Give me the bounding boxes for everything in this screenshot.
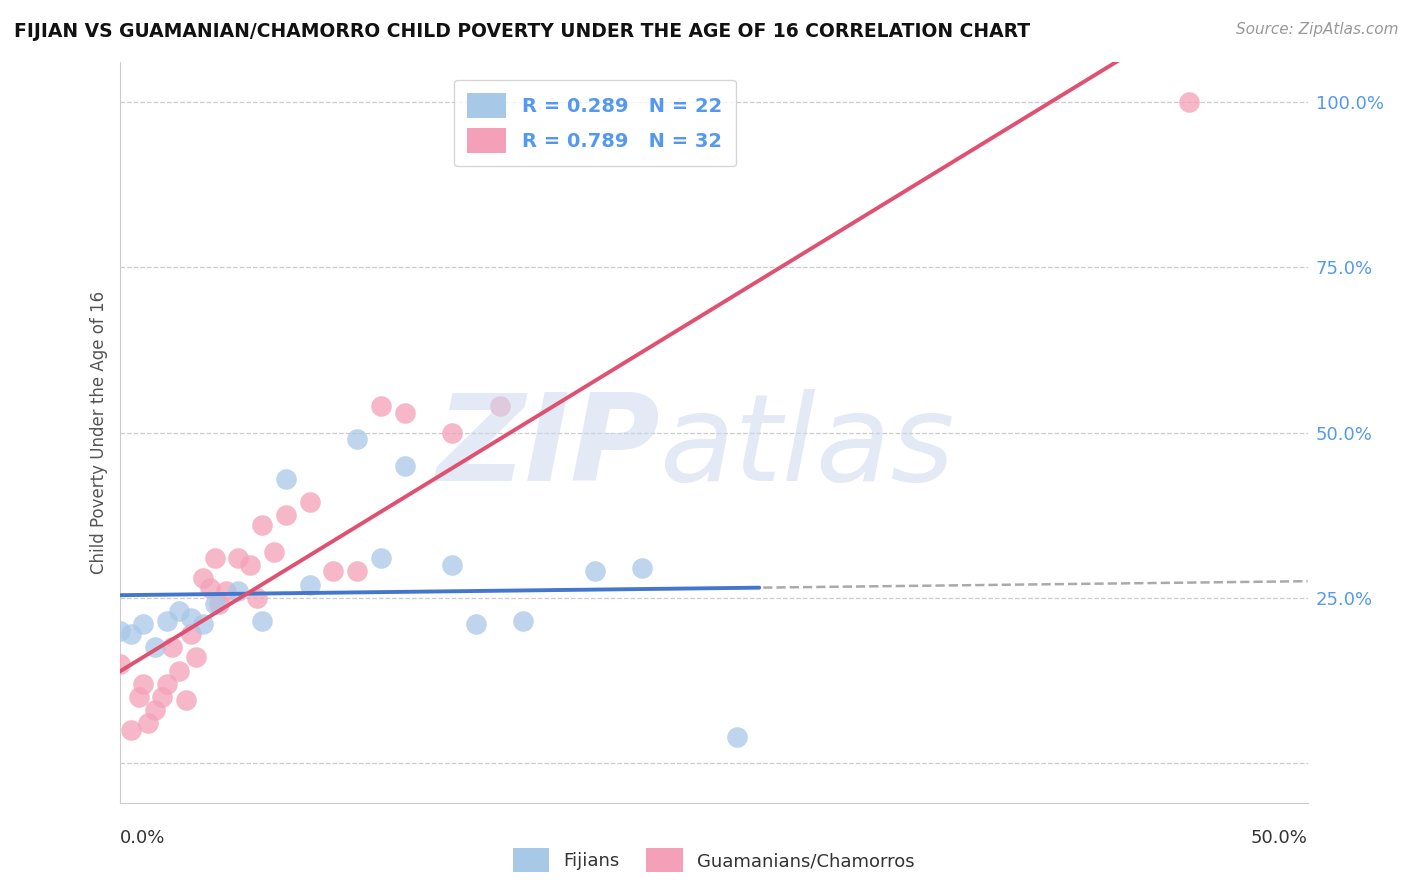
Point — [346, 565, 368, 579]
Point — [191, 617, 214, 632]
Point — [156, 677, 179, 691]
Point — [228, 551, 250, 566]
Point — [136, 716, 159, 731]
Point — [184, 650, 207, 665]
Point — [108, 624, 131, 638]
Point — [441, 558, 464, 572]
Point — [191, 571, 214, 585]
Point — [274, 508, 297, 523]
Text: 50.0%: 50.0% — [1251, 829, 1308, 847]
Text: Source: ZipAtlas.com: Source: ZipAtlas.com — [1236, 22, 1399, 37]
Point — [488, 399, 510, 413]
Point — [441, 425, 464, 440]
Point — [322, 565, 344, 579]
Point — [120, 627, 142, 641]
Point — [180, 611, 202, 625]
Point — [370, 551, 392, 566]
Point — [167, 664, 190, 678]
Text: 0.0%: 0.0% — [120, 829, 165, 847]
Point — [174, 693, 197, 707]
Point — [132, 677, 155, 691]
Point — [239, 558, 262, 572]
Point — [250, 614, 273, 628]
Text: FIJIAN VS GUAMANIAN/CHAMORRO CHILD POVERTY UNDER THE AGE OF 16 CORRELATION CHART: FIJIAN VS GUAMANIAN/CHAMORRO CHILD POVER… — [14, 22, 1031, 41]
Point — [274, 472, 297, 486]
Point — [198, 581, 221, 595]
Text: ZIP: ZIP — [436, 389, 659, 506]
Point — [346, 432, 368, 446]
Point — [120, 723, 142, 737]
Point — [512, 614, 534, 628]
Legend: Fijians, Guamanians/Chamorros: Fijians, Guamanians/Chamorros — [505, 841, 922, 879]
Point — [298, 577, 321, 591]
Point — [263, 544, 285, 558]
Point — [394, 406, 416, 420]
Text: atlas: atlas — [659, 389, 956, 506]
Point — [250, 518, 273, 533]
Point — [1178, 95, 1201, 109]
Point — [246, 591, 269, 605]
Point — [208, 598, 231, 612]
Point — [108, 657, 131, 671]
Point — [150, 690, 173, 704]
Point — [143, 640, 166, 655]
Point — [370, 399, 392, 413]
Point — [215, 584, 238, 599]
Point — [128, 690, 150, 704]
Point — [298, 495, 321, 509]
Point — [631, 561, 654, 575]
Point — [143, 703, 166, 717]
Point — [228, 584, 250, 599]
Point — [394, 458, 416, 473]
Point — [204, 598, 226, 612]
Point — [156, 614, 179, 628]
Point — [583, 565, 606, 579]
Point — [160, 640, 183, 655]
Point — [204, 551, 226, 566]
Point — [180, 627, 202, 641]
Point — [132, 617, 155, 632]
Point — [167, 604, 190, 618]
Point — [464, 617, 488, 632]
Y-axis label: Child Poverty Under the Age of 16: Child Poverty Under the Age of 16 — [90, 291, 108, 574]
Point — [725, 730, 748, 744]
